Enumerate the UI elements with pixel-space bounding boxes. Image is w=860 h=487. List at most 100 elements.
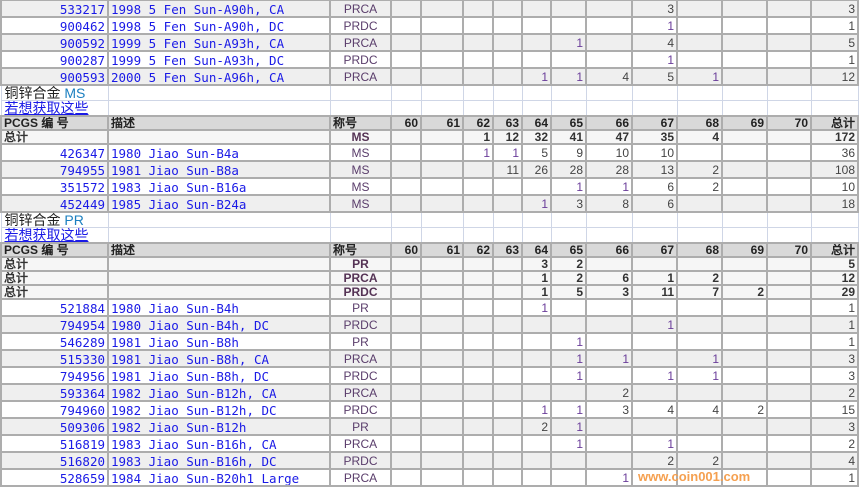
pcgs-number-link[interactable]: 516819	[0, 434, 109, 453]
coin-description-link[interactable]: 1983 Jiao Sun-B16h, CA	[107, 434, 331, 453]
count-grade-68: 1	[676, 366, 723, 385]
table-header-row: PCGS 编 号描述 称号 60 61 62 63 64 65 66 67 68 69 70 总计	[0, 115, 859, 131]
coin-description-link[interactable]: 1985 Jiao Sun-B24a	[107, 194, 331, 213]
coin-description-link[interactable]: 1983 Jiao Sun-B16a	[107, 177, 331, 196]
empty-cell	[462, 227, 494, 244]
count-grade-68: 1	[676, 349, 723, 368]
coin-description-link[interactable]: 1981 Jiao Sun-B8h, CA	[107, 349, 331, 368]
count-grade-61	[420, 270, 464, 286]
row-total: 2	[810, 434, 859, 453]
count-grade-69	[721, 383, 768, 402]
coin-description-link[interactable]: 1999 5 Fen Sun-A93h, DC	[107, 50, 331, 69]
count-grade-65: 28	[550, 160, 587, 179]
pcgs-number-link[interactable]: 351572	[0, 177, 109, 196]
pcgs-number-link[interactable]: 900592	[0, 33, 109, 52]
pcgs-number-link[interactable]: 546289	[0, 332, 109, 351]
coin-description-link[interactable]: 1982 Jiao Sun-B12h, CA	[107, 383, 331, 402]
coin-description-link[interactable]: 1998 5 Fen Sun-A90h, DC	[107, 16, 331, 35]
count-grade-69	[721, 67, 768, 86]
coin-description-link[interactable]: 1982 Jiao Sun-B12h	[107, 417, 331, 436]
empty-cell	[329, 211, 392, 228]
coin-description-link[interactable]: 1984 Jiao Sun-B20h1 Large	[107, 468, 331, 487]
count-grade-62	[462, 468, 494, 487]
get-data-link[interactable]: 若想获取这些	[0, 100, 109, 117]
coin-description-link[interactable]: 2000 5 Fen Sun-A96h, CA	[107, 67, 331, 86]
count-grade-62	[462, 0, 494, 18]
coin-description-link[interactable]: 1982 Jiao Sun-B12h, DC	[107, 400, 331, 419]
pcgs-number-link[interactable]: 794956	[0, 366, 109, 385]
count-grade-64	[521, 468, 552, 487]
coin-description-link[interactable]: 1981 Jiao Sun-B8h	[107, 332, 331, 351]
coin-description-link[interactable]: 1981 Jiao Sun-B8a	[107, 160, 331, 179]
count-grade-60	[390, 50, 422, 69]
section-title: 铜锌合金 PR	[0, 211, 109, 228]
coin-description-link[interactable]: 1983 Jiao Sun-B16h, DC	[107, 451, 331, 470]
count-grade-62	[462, 194, 494, 213]
empty-cell	[766, 227, 812, 244]
count-grade-68	[676, 16, 723, 35]
header-description: 描述	[107, 115, 331, 131]
count-grade-69	[721, 332, 768, 351]
pcgs-number-link[interactable]: 794960	[0, 400, 109, 419]
count-grade-69	[721, 298, 768, 317]
get-data-link[interactable]: 若想获取这些	[0, 227, 109, 244]
coin-description-link[interactable]: 1998 5 Fen Sun-A90h, CA	[107, 0, 331, 18]
coin-description-link[interactable]: 1980 Jiao Sun-B4h	[107, 298, 331, 317]
count-grade-65	[550, 0, 587, 18]
empty-cell	[107, 270, 331, 286]
coin-description-link[interactable]: 1980 Jiao Sun-B4a	[107, 143, 331, 162]
count-grade-65: 2	[550, 256, 587, 272]
coin-description-link[interactable]: 1981 Jiao Sun-B8h, DC	[107, 366, 331, 385]
count-grade-67: 1	[631, 270, 678, 286]
empty-cell	[107, 129, 331, 145]
count-grade-65: 9	[550, 143, 587, 162]
pcgs-number-link[interactable]: 426347	[0, 143, 109, 162]
pcgs-number-link[interactable]: 533217	[0, 0, 109, 18]
row-total: 36	[810, 143, 859, 162]
count-grade-63	[492, 50, 523, 69]
pcgs-number-link[interactable]: 521884	[0, 298, 109, 317]
count-grade-60	[390, 349, 422, 368]
pcgs-number-link[interactable]: 452449	[0, 194, 109, 213]
count-grade-69	[721, 143, 768, 162]
pcgs-number-link[interactable]: 794954	[0, 315, 109, 334]
coin-description-link[interactable]: 1980 Jiao Sun-B4h, DC	[107, 315, 331, 334]
grade-designation: PR	[329, 256, 392, 272]
count-grade-68	[676, 50, 723, 69]
count-grade-69	[721, 50, 768, 69]
count-grade-62	[462, 417, 494, 436]
pcgs-number-link[interactable]: 528659	[0, 468, 109, 487]
count-grade-64	[521, 332, 552, 351]
count-grade-65: 1	[550, 177, 587, 196]
empty-cell	[631, 211, 678, 228]
count-grade-70	[766, 270, 812, 286]
pcgs-number-link[interactable]: 900462	[0, 16, 109, 35]
empty-cell	[390, 227, 422, 244]
count-grade-60	[390, 16, 422, 35]
count-grade-64	[521, 349, 552, 368]
pcgs-number-link[interactable]: 794955	[0, 160, 109, 179]
count-grade-63	[492, 284, 523, 300]
table-row: 426347 1980 Jiao Sun-B4a MS 1 1 5 9 10 10 36	[0, 143, 859, 162]
count-grade-70	[766, 298, 812, 317]
pcgs-number-link[interactable]: 515330	[0, 349, 109, 368]
coin-description-link[interactable]: 1999 5 Fen Sun-A93h, CA	[107, 33, 331, 52]
count-grade-68	[676, 332, 723, 351]
empty-cell	[676, 211, 723, 228]
table-row: 900462 1998 5 Fen Sun-A90h, DC PRDC 1 1	[0, 16, 859, 35]
table-row: 900593 2000 5 Fen Sun-A96h, CA PRCA 1 1 4 5 1 12	[0, 67, 859, 86]
grade-designation: PR	[329, 332, 392, 351]
count-grade-62: 1	[462, 143, 494, 162]
pcgs-number-link[interactable]: 516820	[0, 451, 109, 470]
pcgs-number-link[interactable]: 509306	[0, 417, 109, 436]
pcgs-number-link[interactable]: 593364	[0, 383, 109, 402]
count-grade-66	[585, 434, 633, 453]
count-grade-60	[390, 434, 422, 453]
pcgs-number-link[interactable]: 900593	[0, 67, 109, 86]
count-grade-60	[390, 400, 422, 419]
count-grade-68: 2	[676, 177, 723, 196]
grade-designation: MS	[329, 129, 392, 145]
pcgs-number-link[interactable]: 900287	[0, 50, 109, 69]
count-grade-61	[420, 194, 464, 213]
count-grade-61	[420, 160, 464, 179]
